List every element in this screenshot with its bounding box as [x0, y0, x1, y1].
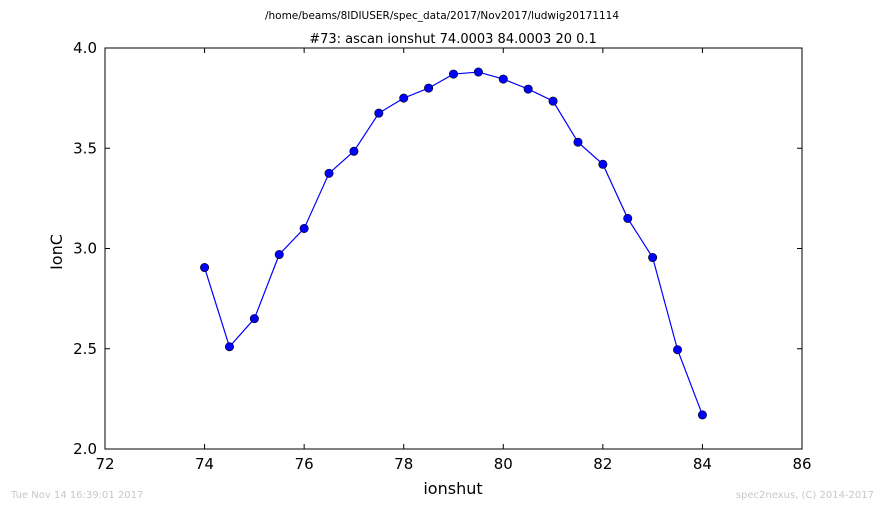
x-tick-label: 74: [195, 455, 214, 473]
x-tick-label: 86: [792, 455, 811, 473]
footer-credit: spec2nexus, (C) 2014-2017: [736, 490, 874, 501]
chart-suptitle: /home/beams/8IDIUSER/spec_data/2017/Nov2…: [265, 10, 619, 22]
data-point: [399, 93, 409, 103]
data-point: [424, 83, 434, 93]
footer-timestamp: Tue Nov 14 16:39:01 2017: [10, 490, 143, 501]
data-point: [224, 342, 234, 352]
x-tick-label: 80: [494, 455, 513, 473]
data-point: [374, 108, 384, 118]
data-point: [200, 263, 210, 273]
data-point: [673, 345, 683, 355]
data-point: [249, 314, 259, 324]
data-point: [324, 168, 334, 178]
data-point: [598, 159, 608, 169]
x-tick-label: 72: [95, 455, 114, 473]
y-tick-label: 2.5: [73, 340, 97, 358]
axes-frame: [104, 47, 803, 450]
data-point: [573, 137, 583, 147]
x-axis-label: ionshut: [423, 479, 482, 498]
data-point: [697, 410, 707, 420]
data-point: [498, 74, 508, 84]
data-point: [523, 84, 533, 94]
chart-title: #73: ascan ionshut 74.0003 84.0003 20 0.…: [309, 32, 597, 47]
data-point: [274, 250, 284, 260]
x-tick-label: 84: [693, 455, 712, 473]
data-point: [548, 96, 558, 106]
data-point: [448, 69, 458, 79]
y-axis-label: IonC: [47, 234, 66, 270]
y-tick-label: 3.0: [73, 240, 97, 258]
y-tick-label: 2.0: [73, 440, 97, 458]
x-tick-label: 78: [394, 455, 413, 473]
data-point: [648, 253, 658, 263]
y-tick-label: 3.5: [73, 139, 97, 157]
data-point: [299, 223, 309, 233]
data-point: [473, 67, 483, 77]
x-tick-label: 82: [593, 455, 612, 473]
data-point: [623, 213, 633, 223]
data-point: [349, 146, 359, 156]
y-tick-label: 4.0: [73, 39, 97, 57]
x-tick-label: 76: [295, 455, 314, 473]
plot-area: 72 74 76 78 80 82 84 86 2.0 2.5 3.0 3.5 4.0: [73, 39, 811, 473]
